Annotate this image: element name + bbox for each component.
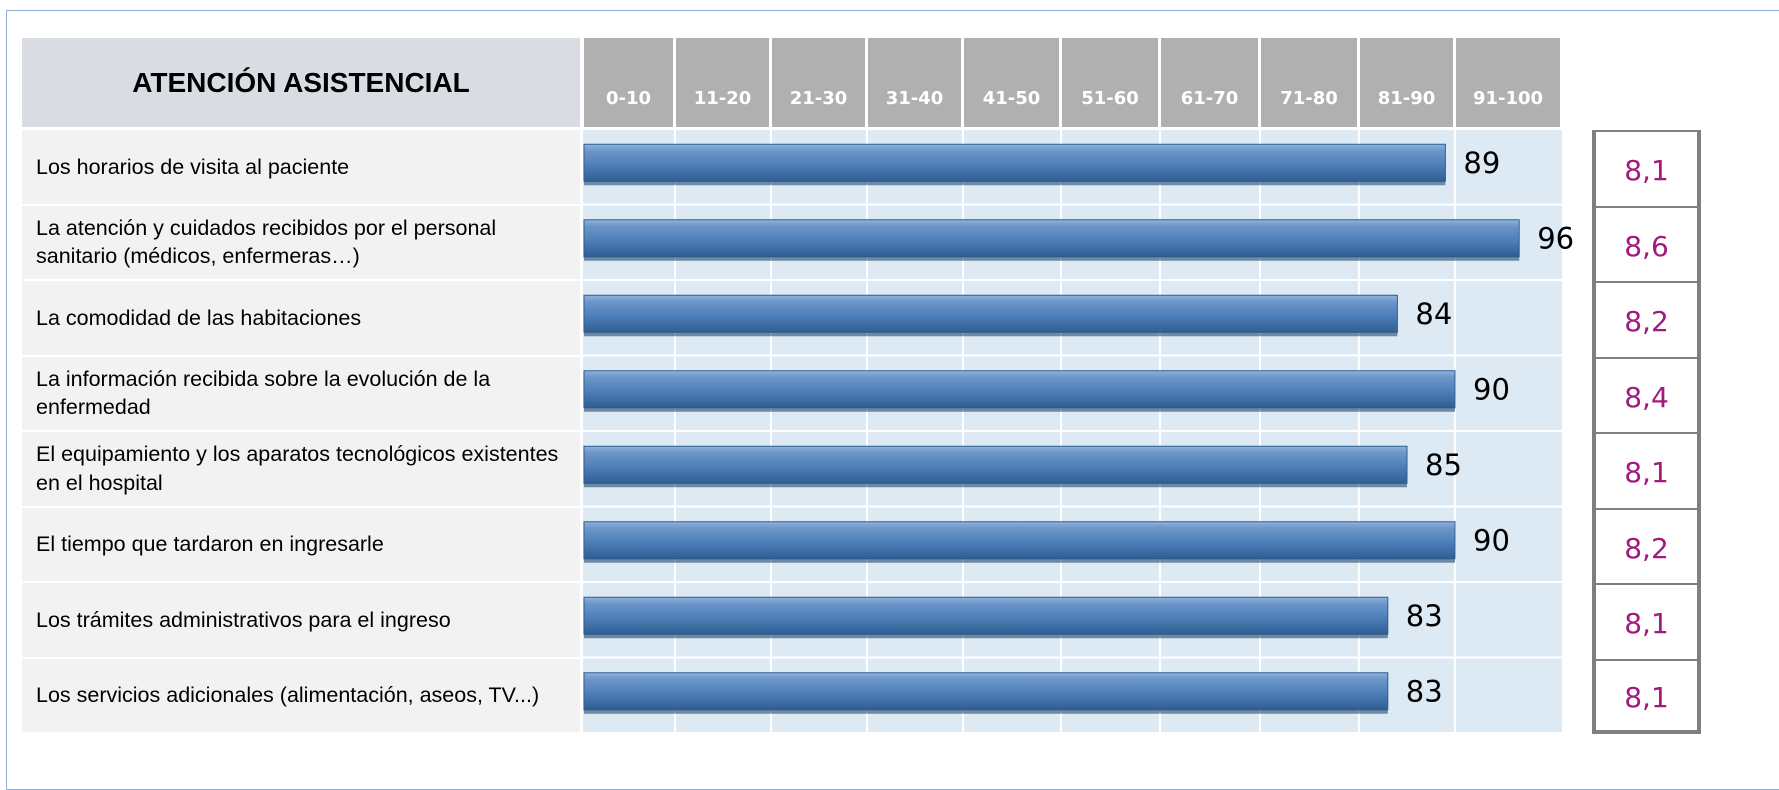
value-label: 83 [1406,599,1443,633]
bar [583,294,1398,333]
value-label: 83 [1406,674,1443,708]
column-header-cell [1261,38,1357,127]
bar-shadow [584,634,1388,639]
score-value: 8,1 [1592,583,1701,659]
bar-shadow [584,709,1388,714]
category-label: La comodidad de las habitaciones [22,281,580,355]
bar-shadow [584,256,1520,261]
column-header-label: 0-10 [606,88,651,109]
column-header-cell [1456,38,1560,127]
category-label: La información recibida sobre la evoluci… [22,356,580,430]
column-header-cell [1360,38,1453,127]
column-header-cell [676,38,769,127]
column-header-label: 61-70 [1181,88,1239,109]
value-label: 90 [1473,372,1510,406]
value-label: 85 [1425,448,1462,482]
column-header-label: 31-40 [886,88,944,109]
score-value: 8,4 [1592,356,1701,432]
category-label: El equipamiento y los aparatos tecnológi… [22,432,580,506]
column-header-label: 41-50 [983,88,1041,109]
category-label: Los trámites administrativos para el ing… [22,583,580,657]
value-label: 84 [1415,297,1452,331]
bars [583,143,1520,714]
value-label: 89 [1463,146,1500,180]
value-label: 96 [1537,221,1574,255]
column-header-label: 11-20 [694,88,752,109]
score-value: 8,6 [1592,205,1701,281]
category-label: La atención y cuidados recibidos por el … [22,205,580,279]
column-header-cell [772,38,865,127]
category-label: Los horarios de visita al paciente [22,130,580,204]
category-label: El tiempo que tardaron en ingresarle [22,507,580,581]
value-labels: 89 96 84 90 85 90 83 83 [1406,146,1574,709]
bar-shadow [584,332,1398,337]
score-value: 8,2 [1592,507,1701,583]
column-header-cell [964,38,1059,127]
value-label: 90 [1473,523,1510,557]
score-value: 8,1 [1592,658,1701,734]
column-header-cell [584,38,673,127]
column-header-label: 81-90 [1378,88,1436,109]
column-header-label: 21-30 [790,88,848,109]
category-label: Los servicios adicionales (alimentación,… [22,658,580,732]
score-value: 8,2 [1592,281,1701,357]
bar [583,596,1389,635]
score-value: 8,1 [1592,130,1701,206]
column-header-label: 91-100 [1473,88,1543,109]
bar [583,521,1456,560]
column-header-cell [1161,38,1258,127]
bar [583,370,1456,409]
score-value: 8,1 [1592,432,1701,508]
bar [583,143,1446,182]
chart-title: ATENCIÓN ASISTENCIAL [22,38,580,127]
bar-shadow [584,407,1455,412]
bar [583,219,1520,258]
column-header-label: 51-60 [1081,88,1139,109]
bar [583,445,1408,484]
bar-shadow [584,181,1446,186]
column-headers: 0-10 11-20 21-30 31-40 41-50 51-60 61-70 71-80 8… [584,38,1560,127]
column-header-cell [868,38,961,127]
column-header-cell [1062,38,1158,127]
column-header-label: 71-80 [1280,88,1338,109]
bar-shadow [584,483,1407,488]
bar [583,672,1389,711]
bar-shadow [584,558,1455,563]
